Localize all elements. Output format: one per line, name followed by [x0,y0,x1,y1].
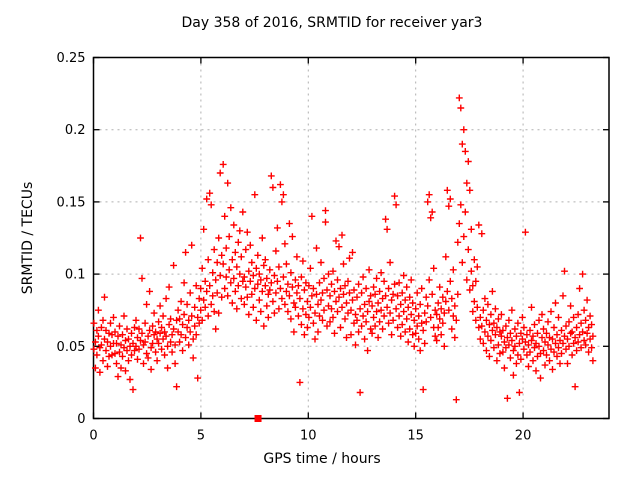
x-axis-label: GPS time / hours [263,451,381,467]
x-tick-label: 20 [515,429,532,444]
scatter-points-srmtid-values [90,94,597,404]
x-tick-label: 10 [300,429,317,444]
y-tick-label: 0.1 [65,268,86,283]
y-tick-label: 0.2 [65,123,86,138]
y-tick-label: 0.05 [57,340,86,355]
y-axis-label: SRMTID / TECUs [20,181,36,295]
square-marker-zero-flag-marker [254,415,262,422]
x-tick-label: 0 [89,429,97,444]
y-tick-label: 0.15 [57,195,86,210]
y-tick-label: 0.25 [57,51,86,66]
y-tick-label: 0 [77,412,85,427]
chart-title: Day 358 of 2016, SRMTID for receiver yar… [181,15,483,31]
x-tick-label: 15 [407,429,424,444]
x-tick-label: 5 [197,429,205,444]
plot-border [92,56,610,420]
